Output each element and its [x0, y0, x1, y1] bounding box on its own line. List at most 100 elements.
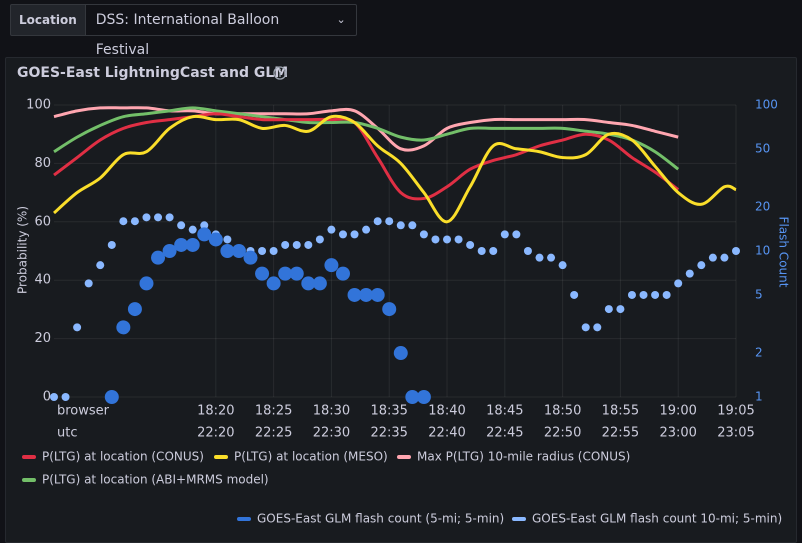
point — [416, 390, 431, 404]
legend-label: GOES-East GLM flash count (5-mi; 5-min) — [257, 512, 504, 526]
point — [396, 221, 405, 230]
y2-axis-label: Flash Count — [777, 217, 791, 288]
variable-dropdown[interactable]: DSS: International Balloon Festival ⌄ — [85, 4, 357, 58]
y2-tick-label: 20 — [755, 200, 770, 214]
point — [220, 244, 235, 258]
point — [616, 305, 625, 314]
point — [335, 266, 350, 281]
point — [327, 225, 336, 234]
point — [454, 235, 463, 244]
point — [662, 290, 671, 299]
legend-label: Max P(LTG) 10-mile radius (CONUS) — [417, 450, 630, 464]
point — [266, 276, 281, 291]
panel-title: GOES-East LightningCast and GLM — [17, 65, 288, 81]
legend-swatch — [397, 455, 411, 459]
point — [301, 276, 316, 291]
point — [651, 290, 660, 299]
point — [382, 302, 397, 317]
point — [73, 323, 82, 332]
y2-tick-label: 5 — [755, 287, 763, 301]
y-tick-label: 80 — [34, 156, 51, 171]
point — [359, 287, 374, 302]
line — [53, 114, 737, 224]
y-tick-label: 40 — [34, 273, 51, 288]
point — [408, 221, 417, 230]
point — [466, 240, 475, 249]
y2-tick-label: 1 — [755, 390, 763, 404]
point — [639, 290, 648, 299]
point — [151, 250, 166, 265]
variable-label: Location — [10, 4, 86, 36]
point — [370, 287, 385, 302]
point — [443, 235, 452, 244]
point — [289, 266, 304, 281]
point — [281, 240, 290, 249]
y-tick-label: 100 — [26, 98, 51, 113]
chevron: ⌄ — [336, 13, 346, 26]
point — [685, 269, 694, 278]
point — [431, 235, 440, 244]
point — [255, 266, 270, 281]
point — [154, 213, 163, 222]
point — [362, 225, 371, 234]
point — [223, 235, 232, 244]
y2-tick-label: 50 — [755, 141, 770, 155]
point — [269, 247, 278, 255]
point — [324, 258, 339, 273]
y2-tick-label: 2 — [755, 346, 763, 360]
x-tick-label: 18:50 — [544, 404, 581, 419]
point — [177, 221, 186, 230]
legend-swatch — [512, 517, 526, 521]
x-tick-label: 22:25 — [255, 426, 292, 441]
point — [104, 390, 119, 404]
point — [130, 217, 139, 226]
legend-label: P(LTG) at location (ABI+MRMS model) — [42, 473, 269, 487]
line — [53, 106, 679, 152]
x-tick-label: 18:35 — [370, 404, 407, 419]
y2-tick-label: 10 — [755, 244, 770, 258]
x-tick-label: 18:40 — [428, 404, 465, 419]
point — [139, 276, 154, 291]
line — [53, 112, 680, 201]
point — [732, 247, 740, 255]
point — [231, 244, 246, 258]
point — [61, 393, 70, 401]
point — [162, 244, 177, 258]
legend-swatch — [22, 478, 36, 482]
point — [523, 247, 532, 255]
y-tick-label: 60 — [34, 214, 51, 229]
point — [84, 279, 93, 288]
x-tick-label: 22:20 — [197, 426, 234, 441]
point — [558, 261, 567, 270]
point — [165, 213, 174, 222]
point — [489, 247, 498, 255]
info-icon[interactable] — [273, 66, 287, 80]
x-tick-label: 22:35 — [370, 426, 407, 441]
point — [312, 276, 327, 291]
point — [697, 261, 706, 270]
point — [627, 290, 636, 299]
x-tick-label: 18:55 — [602, 404, 639, 419]
y2-tick-label: 100 — [755, 98, 778, 112]
legend-label: GOES-East GLM flash count 10-mi; 5-min) — [532, 512, 782, 526]
point — [208, 232, 223, 247]
y-tick-label: 20 — [34, 331, 51, 346]
point — [142, 213, 151, 222]
point — [315, 235, 324, 244]
x-tick-label: 18:20 — [197, 404, 234, 419]
x-tick-label: 19:05 — [717, 404, 754, 419]
x-tick-label: 22:40 — [428, 426, 465, 441]
point — [593, 323, 602, 332]
point — [477, 247, 486, 255]
point — [373, 217, 382, 226]
x-tick-label: 18:25 — [255, 404, 292, 419]
x-tick-label: 22:55 — [602, 426, 639, 441]
point — [258, 247, 267, 255]
point — [419, 230, 428, 239]
x-tick-label: 18:45 — [486, 404, 523, 419]
x-tick-label: 22:50 — [544, 426, 581, 441]
legend-label: P(LTG) at location (CONUS) — [42, 450, 204, 464]
point — [405, 390, 420, 404]
x-tick-label: 23:05 — [717, 426, 754, 441]
